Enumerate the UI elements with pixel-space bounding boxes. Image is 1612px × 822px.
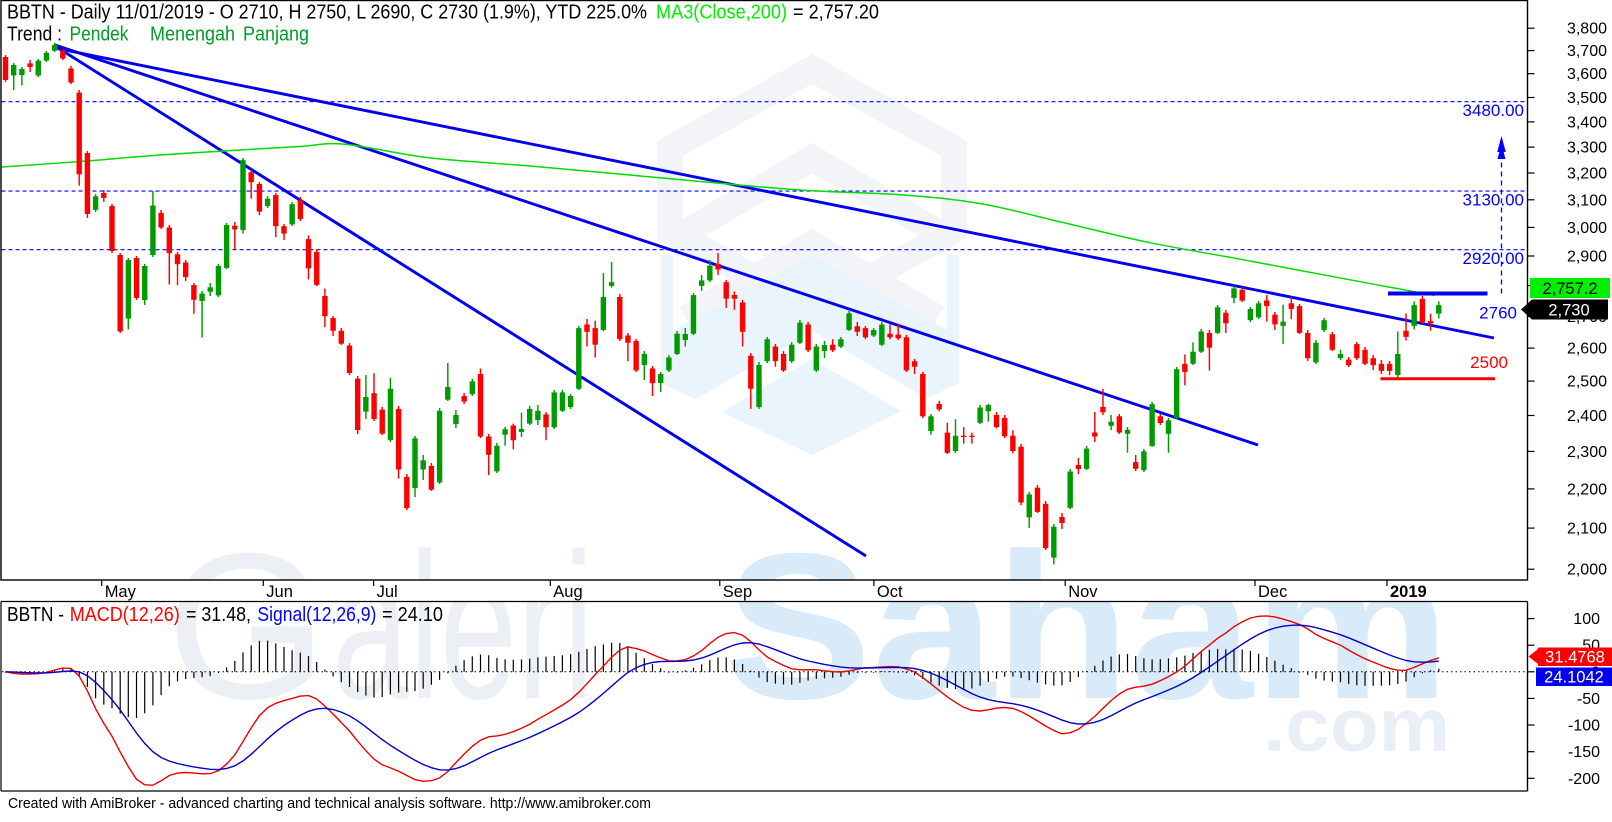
- svg-text:G: G: [166, 511, 328, 743]
- svg-text:Saham: Saham: [724, 511, 1450, 743]
- svg-text:2500: 2500: [1470, 353, 1508, 372]
- svg-text:BBTN - Daily 11/01/2019 - O 27: BBTN - Daily 11/01/2019 - O 2710, H 2750…: [7, 2, 647, 24]
- svg-text:3,700: 3,700: [1567, 43, 1607, 60]
- svg-text:aleri: aleri: [332, 511, 594, 743]
- svg-text:2019: 2019: [1390, 583, 1427, 601]
- svg-text:2,400: 2,400: [1567, 408, 1607, 425]
- svg-text:MA3(Close,200): MA3(Close,200): [656, 2, 787, 24]
- svg-text:3,100: 3,100: [1567, 192, 1607, 209]
- svg-text:2920.00: 2920.00: [1463, 249, 1524, 268]
- svg-text:3,400: 3,400: [1567, 114, 1607, 131]
- svg-text:Panjang: Panjang: [243, 24, 309, 46]
- svg-text:2,000: 2,000: [1567, 562, 1607, 579]
- svg-text:3,600: 3,600: [1567, 66, 1607, 83]
- svg-text:Jul: Jul: [377, 583, 398, 601]
- svg-text:2,100: 2,100: [1567, 521, 1607, 538]
- svg-text:Signal(12,26,9): Signal(12,26,9): [257, 604, 376, 626]
- svg-text:Menengah: Menengah: [150, 24, 235, 46]
- svg-text:2,500: 2,500: [1567, 374, 1607, 391]
- svg-text:2,300: 2,300: [1567, 444, 1607, 461]
- svg-text:3,800: 3,800: [1567, 21, 1607, 38]
- svg-text:24.1042: 24.1042: [1544, 669, 1604, 687]
- svg-text:100: 100: [1573, 611, 1600, 628]
- svg-text:= 31.48,: = 31.48,: [186, 604, 251, 626]
- svg-text:3,300: 3,300: [1567, 140, 1607, 157]
- svg-text:Pendek: Pendek: [70, 24, 130, 46]
- svg-text:2,200: 2,200: [1567, 481, 1607, 498]
- svg-text:Trend :: Trend :: [7, 24, 62, 46]
- svg-text:-150: -150: [1568, 744, 1600, 761]
- svg-text:= 2,757.20: = 2,757.20: [793, 2, 879, 24]
- svg-text:3480.00: 3480.00: [1463, 101, 1524, 120]
- svg-text:BBTN -: BBTN -: [7, 604, 64, 626]
- svg-text:2,900: 2,900: [1567, 249, 1607, 266]
- svg-text:2,757.2: 2,757.2: [1542, 280, 1597, 298]
- svg-text:2760: 2760: [1479, 304, 1517, 323]
- svg-text:MACD(12,26): MACD(12,26): [70, 604, 180, 626]
- svg-text:31.4768: 31.4768: [1545, 649, 1605, 667]
- svg-text:-100: -100: [1568, 718, 1600, 735]
- svg-text:Created with AmiBroker - advan: Created with AmiBroker - advanced charti…: [8, 795, 651, 812]
- svg-text:3,000: 3,000: [1567, 220, 1607, 237]
- svg-text:May: May: [105, 583, 137, 601]
- svg-text:Dec: Dec: [1258, 583, 1287, 601]
- svg-text:Nov: Nov: [1068, 583, 1098, 601]
- svg-text:Jun: Jun: [266, 583, 293, 601]
- svg-text:-50: -50: [1577, 691, 1600, 708]
- svg-text:3,500: 3,500: [1567, 90, 1607, 107]
- svg-text:.com: .com: [1263, 683, 1450, 767]
- svg-text:Sep: Sep: [723, 583, 752, 601]
- svg-text:Oct: Oct: [877, 583, 903, 601]
- svg-text:-200: -200: [1568, 771, 1600, 788]
- svg-text:2,600: 2,600: [1567, 341, 1607, 358]
- svg-text:3130.00: 3130.00: [1463, 191, 1524, 210]
- svg-text:= 24.10: = 24.10: [382, 604, 443, 626]
- svg-text:3,200: 3,200: [1567, 166, 1607, 183]
- svg-text:2,730: 2,730: [1548, 302, 1589, 320]
- svg-text:Aug: Aug: [553, 583, 582, 601]
